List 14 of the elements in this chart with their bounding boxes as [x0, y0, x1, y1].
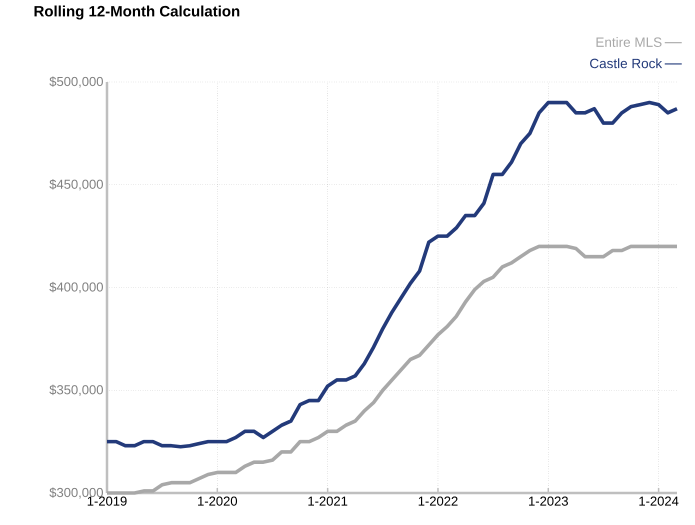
x-tick-label: 1-2022	[418, 496, 458, 506]
x-tick-label: 1-2020	[198, 496, 238, 506]
legend-label: Entire MLS	[596, 37, 662, 47]
x-tick-label: 1-2019	[88, 496, 127, 506]
x-tick-label: 1-2023	[529, 496, 568, 506]
x-tick-label: 1-2024	[639, 496, 678, 506]
x-tick-label: 1-2021	[308, 496, 348, 506]
legend-label: Castle Rock	[590, 58, 662, 68]
y-tick-label: $400,000	[49, 282, 103, 294]
y-tick-label: $300,000	[49, 487, 103, 499]
y-tick-label: $450,000	[49, 179, 103, 190]
chart-title: Rolling 12-Month Calculation	[34, 6, 240, 20]
y-tick-label: $350,000	[49, 384, 103, 396]
y-tick-label: $500,000	[49, 76, 103, 88]
